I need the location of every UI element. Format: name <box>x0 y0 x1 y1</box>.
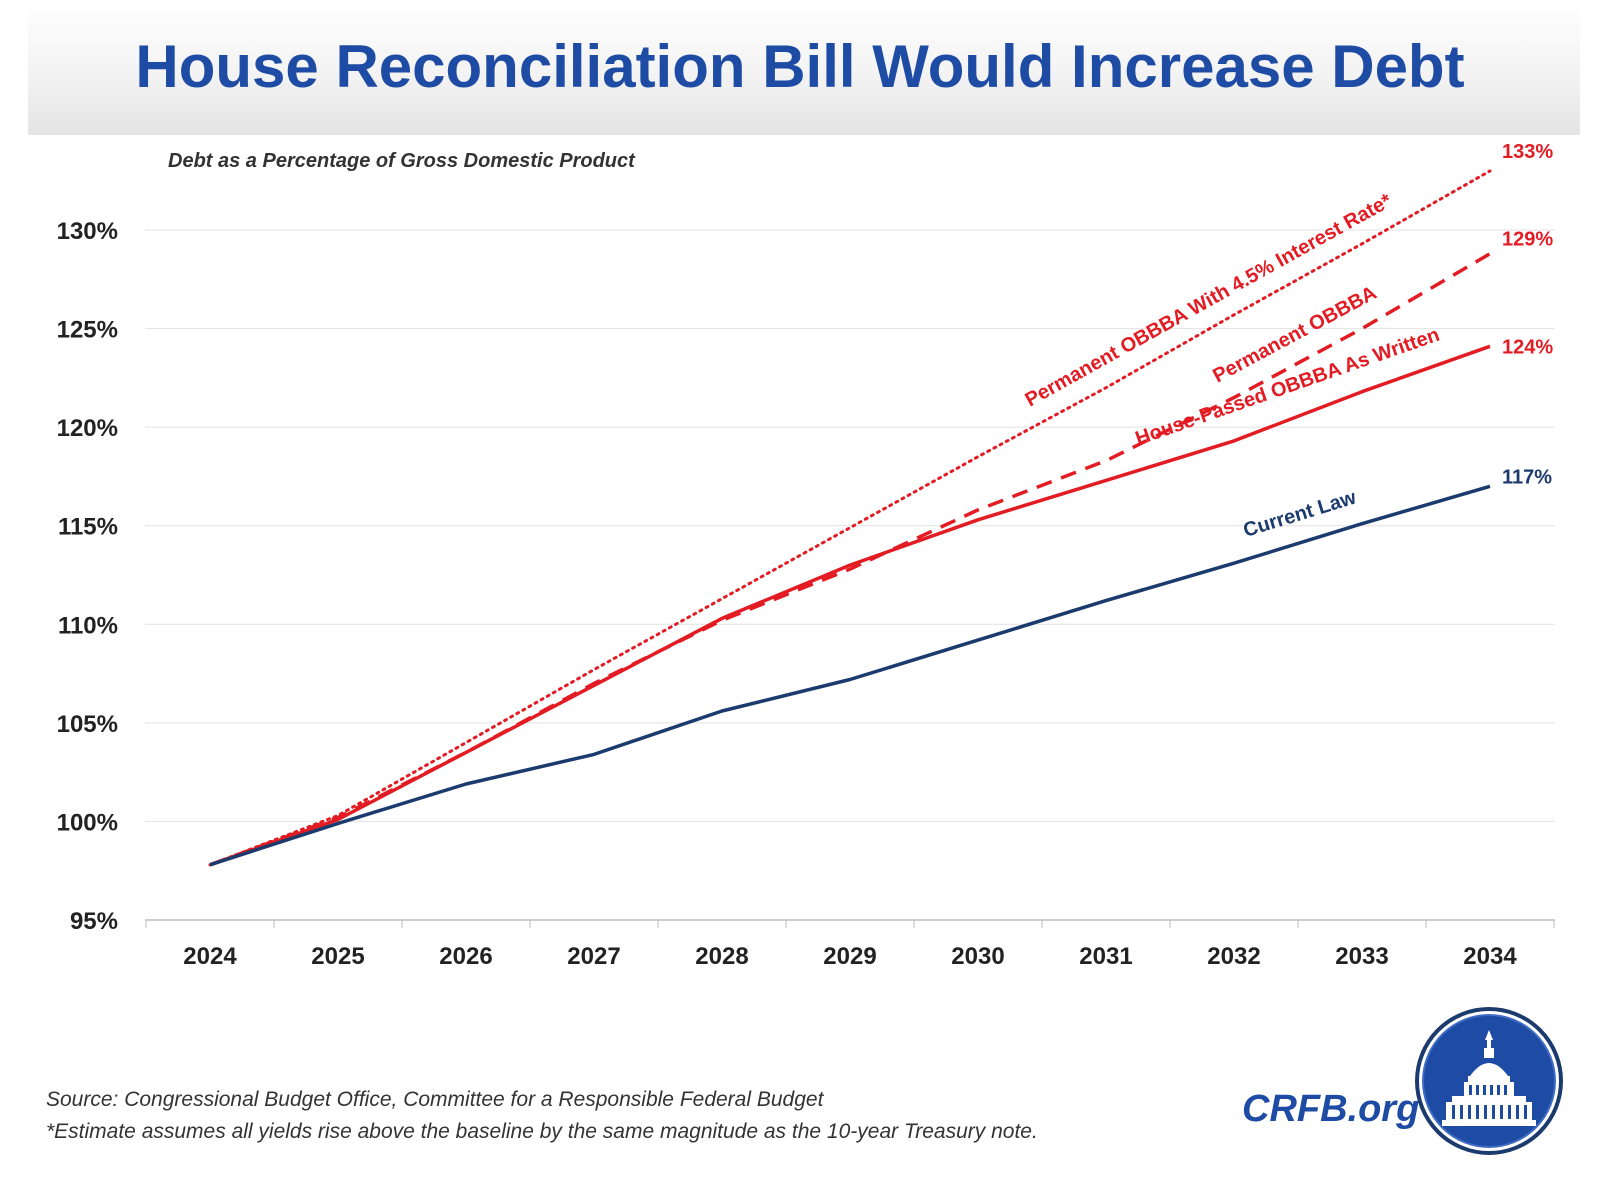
end-value-label: 124% <box>1502 336 1553 358</box>
x-tick-label: 2030 <box>951 943 1004 970</box>
y-tick-label: 105% <box>57 711 118 738</box>
x-tick-label: 2024 <box>183 943 237 970</box>
series-line <box>209 344 1491 867</box>
title-banner <box>28 0 1580 135</box>
x-tick-label: 2032 <box>1207 943 1260 970</box>
series-line <box>208 169 1492 867</box>
end-value-label: 133% <box>1502 141 1553 163</box>
debt-line-chart: 95% 100% 105% 110% 115% 120% 125% 130% 2024 2025 2… <box>57 141 1555 970</box>
capitol-dome-icon <box>1415 1007 1563 1155</box>
brand-name[interactable]: CRFB.org <box>1242 1088 1420 1130</box>
series-line <box>209 484 1491 867</box>
y-tick-label: 115% <box>58 514 118 541</box>
page-title: House Reconciliation Bill Would Increase… <box>135 33 1465 100</box>
series-line <box>209 252 1491 867</box>
y-tick-label: 130% <box>57 218 118 245</box>
end-value-label: 117% <box>1502 466 1552 488</box>
x-tick-label: 2033 <box>1335 943 1388 970</box>
y-tick-label: 100% <box>57 809 118 836</box>
x-tick-label: 2031 <box>1079 943 1132 970</box>
end-value-label: 129% <box>1502 229 1553 251</box>
x-tick-label: 2029 <box>823 943 876 970</box>
chart-subtitle: Debt as a Percentage of Gross Domestic P… <box>168 150 635 172</box>
x-tick-label: 2027 <box>567 943 620 970</box>
x-tick-label: 2025 <box>311 943 364 970</box>
y-tick-label: 110% <box>58 612 118 639</box>
x-tick-label: 2034 <box>1463 943 1517 970</box>
y-tick-label: 125% <box>57 317 118 344</box>
y-tick-label: 120% <box>57 415 118 442</box>
x-tick-label: 2028 <box>695 943 748 970</box>
y-tick-label: 95% <box>70 908 118 935</box>
series-label: Current Law <box>1241 486 1359 542</box>
footnote: *Estimate assumes all yields rise above … <box>46 1120 1038 1143</box>
x-tick-label: 2026 <box>439 943 492 970</box>
source-note: Source: Congressional Budget Office, Com… <box>46 1088 824 1111</box>
